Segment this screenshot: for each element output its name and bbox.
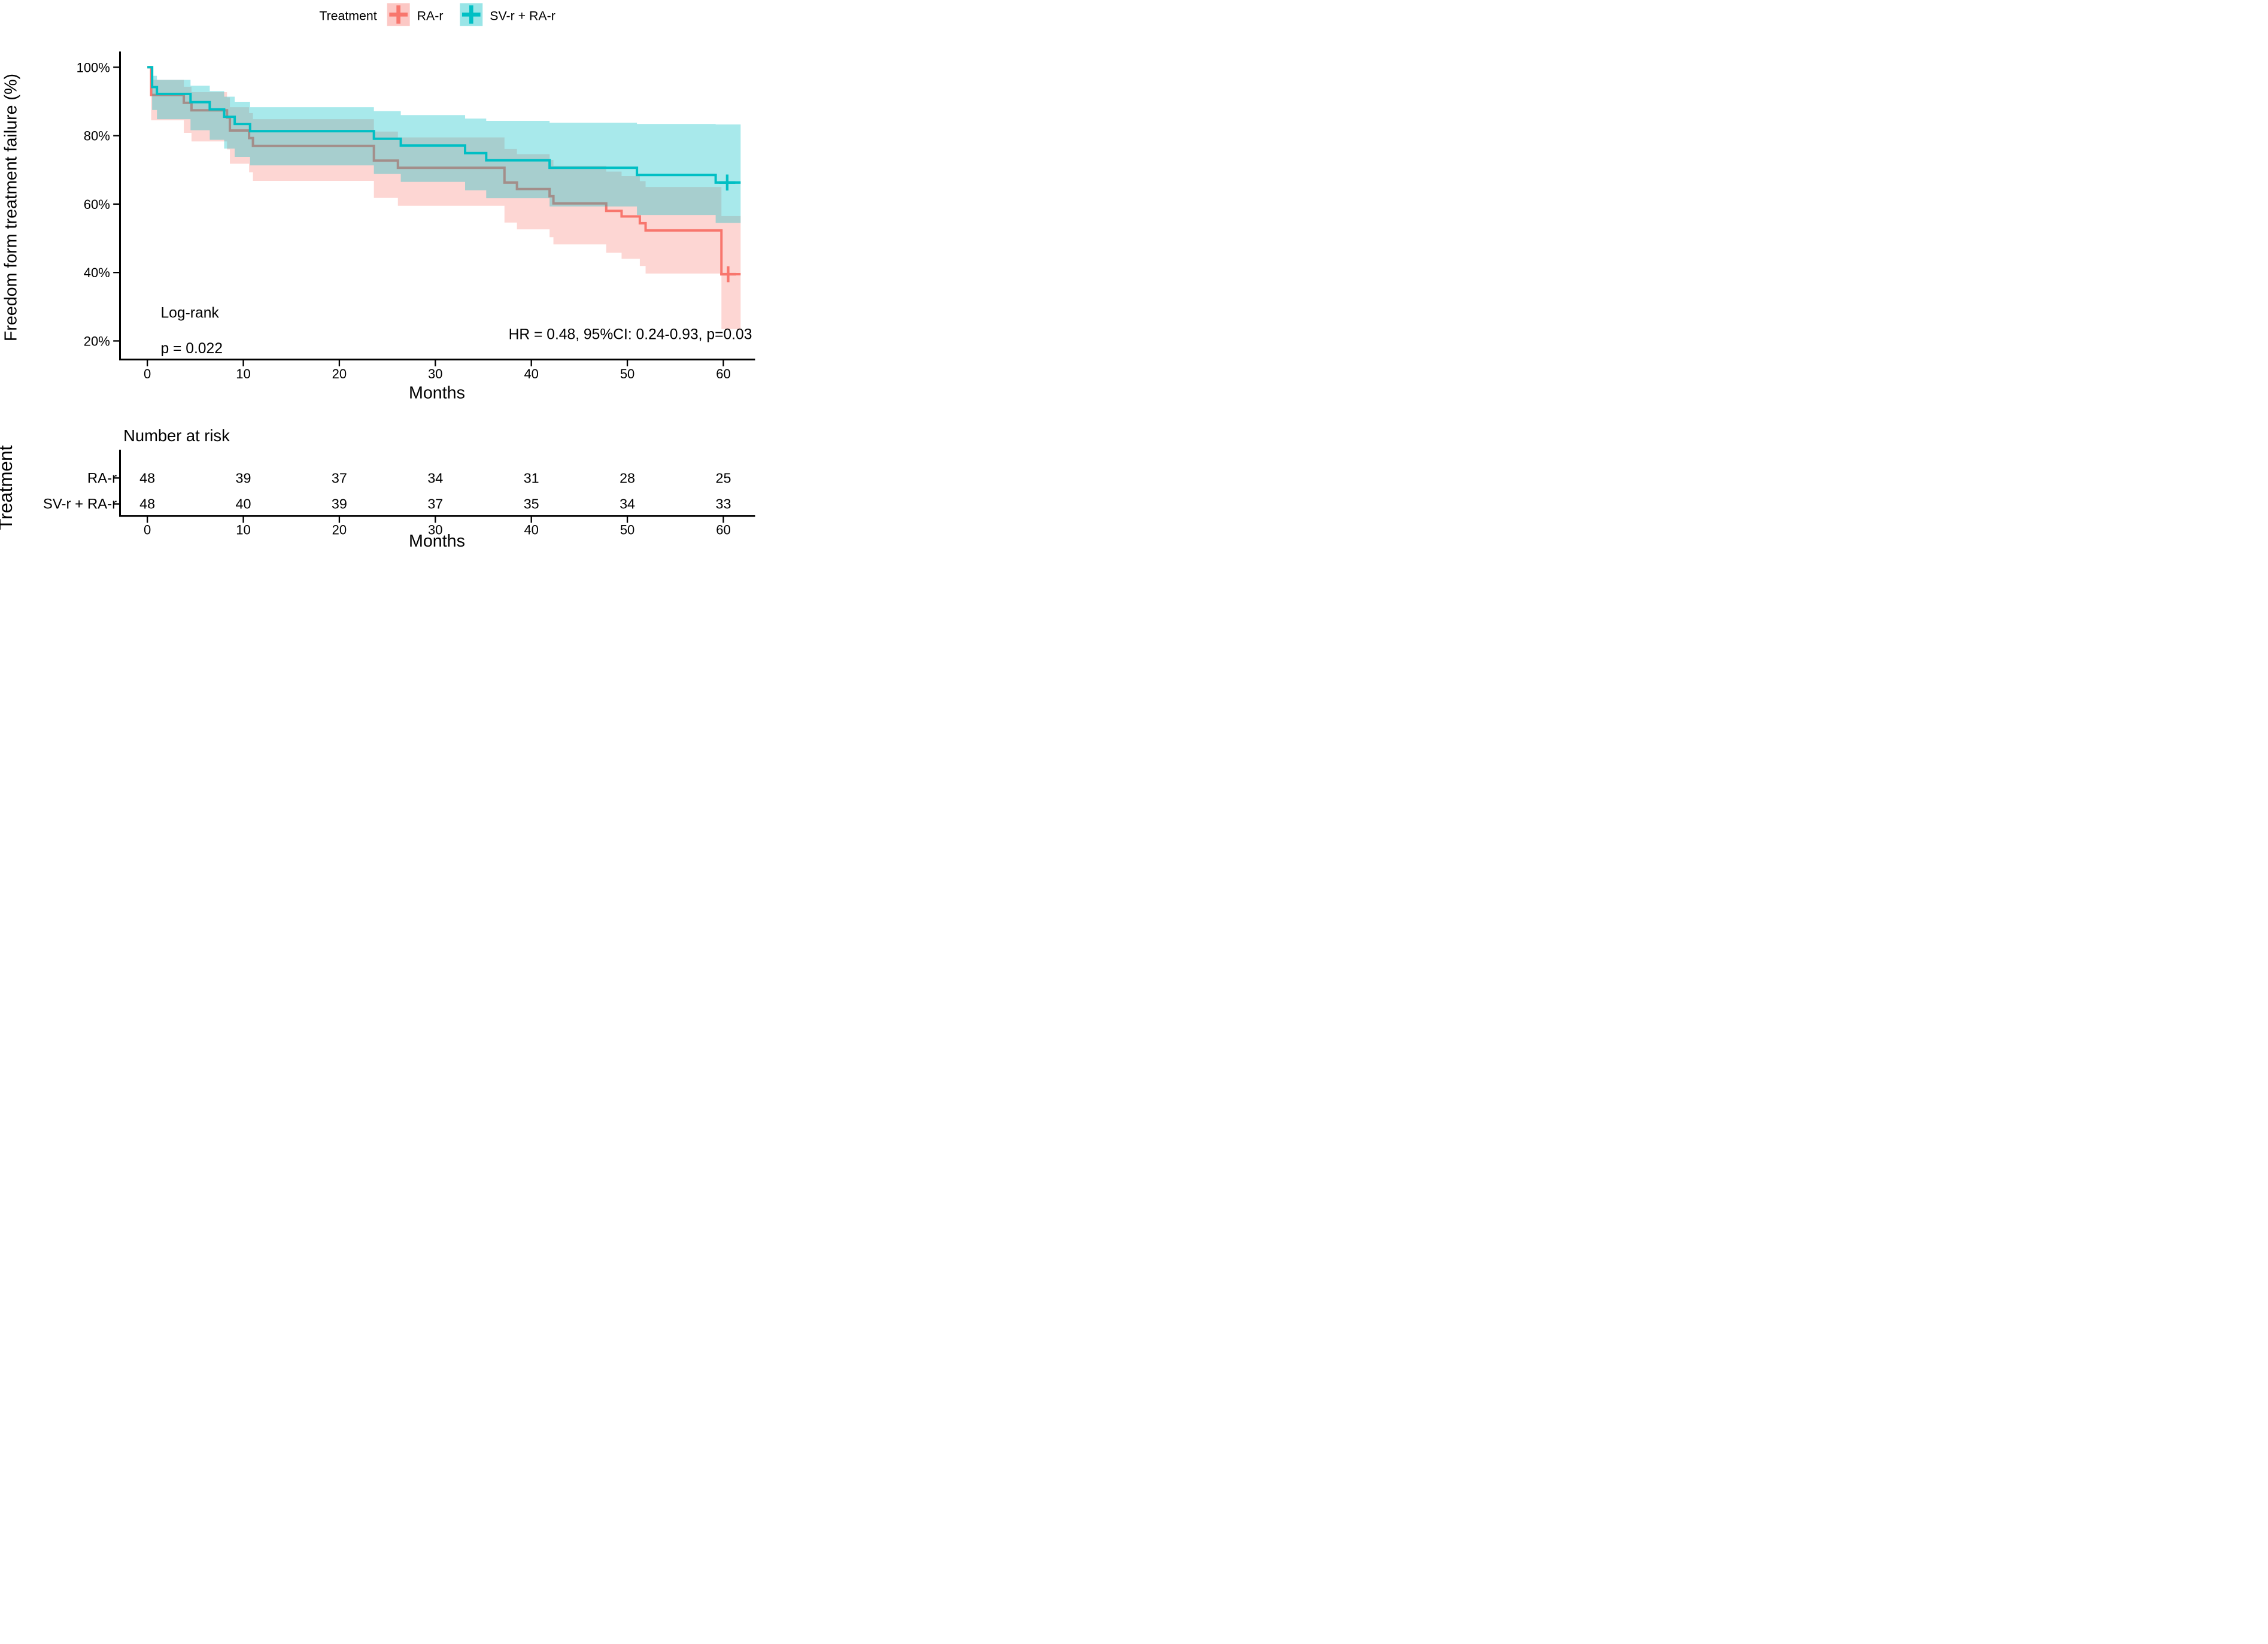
risk-count-ra-r: 34 (427, 470, 443, 486)
km-curve-ra-r (147, 66, 741, 276)
legend-key-ra-r-plus-icon (389, 5, 408, 24)
risk-count-sv-r: 40 (236, 496, 251, 512)
risk-x-axis-title: Months (409, 532, 465, 548)
risk-x-tick-label: 60 (716, 522, 730, 537)
risk-x-tick-label: 10 (236, 522, 250, 537)
y-tick-label: 20% (84, 333, 110, 348)
risk-row-label-sv-r: SV-r + RA-r (43, 496, 117, 512)
risk-count-ra-r: 25 (715, 470, 731, 486)
censor-plus-icon-ra-r (720, 266, 736, 283)
risk-count-sv-r: 37 (427, 496, 443, 512)
risk-x-tick-label: 40 (524, 522, 538, 537)
legend-label-sv-r: SV-r + RA-r (490, 8, 555, 23)
x-tick-label: 30 (428, 366, 442, 381)
risk-count-sv-r: 33 (715, 496, 731, 512)
risk-count-sv-r: 48 (139, 496, 155, 512)
legend-key-sv-r-plus-icon (462, 5, 481, 24)
risk-count-ra-r: 37 (332, 470, 347, 486)
risk-row-label-ra-r: RA-r (87, 470, 117, 486)
risk-count-ra-r: 31 (524, 470, 539, 486)
x-tick-label: 60 (716, 366, 730, 381)
x-axis-title: Months (409, 384, 465, 403)
censor-plus-icon-sv-r-ra-r (719, 174, 736, 191)
risk-x-tick-label: 50 (620, 522, 634, 537)
km-curve-sv-r-ra-r (147, 66, 741, 184)
x-tick-label: 0 (144, 366, 151, 381)
legend: Treatment RA-r SV-r + RA-r (319, 3, 555, 26)
risk-count-ra-r: 39 (236, 470, 251, 486)
km-survival-figure: 100% 80% 60% 40% 20% 0 10 20 30 40 50 60 48 39 37 34 31 2… (0, 0, 756, 548)
risk-count-sv-r: 39 (332, 496, 347, 512)
risk-count-ra-r: 28 (620, 470, 635, 486)
chart-dynamic-layer: 100% 80% 60% 40% 20% 0 10 20 30 40 50 60 48 39 37 34 31 2… (77, 51, 755, 537)
y-tick-label: 80% (84, 129, 110, 144)
logrank-pvalue-annotation: p = 0.022 (160, 341, 222, 357)
x-tick-label: 20 (332, 366, 347, 381)
y-tick-label: 40% (84, 265, 110, 280)
km-plot-svg: 100% 80% 60% 40% 20% 0 10 20 30 40 50 60 48 39 37 34 31 2… (0, 3, 755, 548)
risk-table-y-label: Treatment (0, 445, 16, 530)
y-tick-label: 100% (77, 60, 110, 75)
risk-x-tick-label: 30 (428, 522, 442, 537)
risk-x-tick-label: 0 (144, 522, 151, 537)
legend-title: Treatment (319, 8, 377, 23)
risk-count-sv-r: 34 (620, 496, 635, 512)
risk-count-ra-r: 48 (139, 470, 155, 486)
y-tick-label: 60% (84, 197, 110, 212)
hazard-ratio-annotation: HR = 0.48, 95%CI: 0.24-0.93, p=0.03 (509, 326, 752, 342)
ci-band-ra-r (147, 67, 741, 329)
x-tick-label: 40 (524, 366, 538, 381)
risk-table-title: Number at risk (123, 426, 230, 445)
risk-x-tick-label: 20 (332, 522, 347, 537)
logrank-annotation: Log-rank (160, 305, 219, 321)
risk-count-sv-r: 35 (524, 496, 539, 512)
legend-label-ra-r: RA-r (417, 8, 444, 23)
x-tick-label: 10 (236, 366, 250, 381)
y-axis-title: Freedom form treatment failure (%) (2, 74, 21, 341)
x-tick-label: 50 (620, 366, 634, 381)
